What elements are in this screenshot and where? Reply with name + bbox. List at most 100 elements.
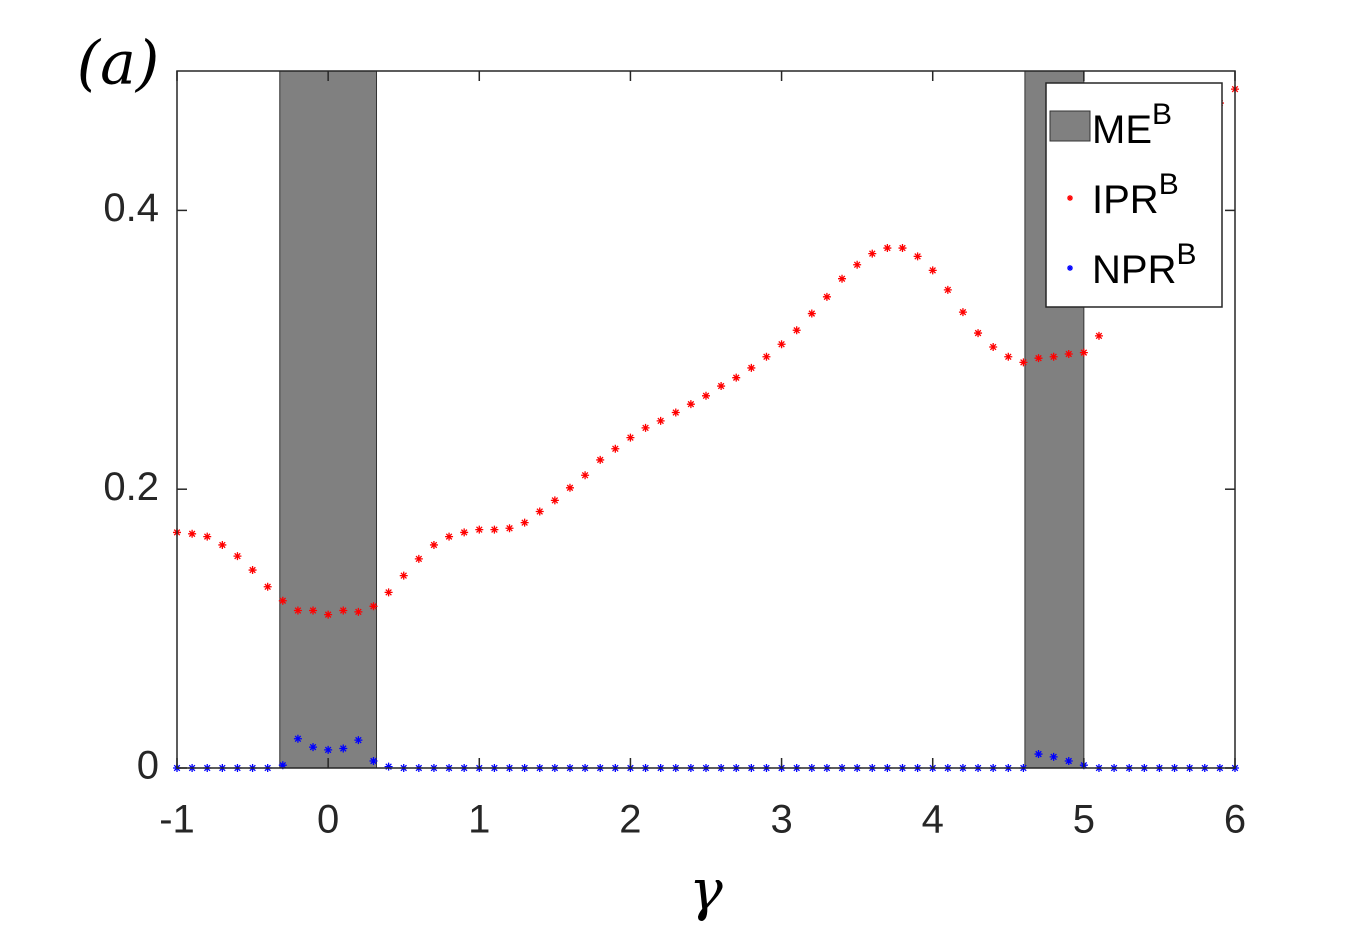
- data-point: [943, 285, 952, 294]
- y-tick-label: 0.2: [103, 465, 159, 509]
- data-point: [656, 416, 665, 425]
- data-point: [339, 744, 348, 753]
- data-point: [807, 309, 816, 318]
- data-point: [203, 532, 212, 541]
- axes-box: [176, 70, 1236, 769]
- data-point: [293, 734, 302, 743]
- data-point: [309, 743, 318, 752]
- data-point: [626, 433, 635, 442]
- legend-marker: [1067, 265, 1073, 271]
- data-point: [671, 408, 680, 417]
- data-point: [1019, 358, 1028, 367]
- data-point: [641, 423, 650, 432]
- legend-name: IPR: [1092, 178, 1159, 222]
- data-point: [248, 566, 257, 575]
- data-point: [883, 244, 892, 253]
- data-point: [898, 244, 907, 253]
- legend-label: MEB: [1092, 98, 1172, 152]
- x-axis-label: γ: [689, 859, 723, 924]
- data-point: [354, 607, 363, 616]
- data-point: [399, 571, 408, 580]
- x-tick-label: 6: [1224, 798, 1246, 842]
- data-point: [732, 373, 741, 382]
- data-point: [309, 606, 318, 615]
- data-point: [928, 266, 937, 275]
- data-point: [1064, 757, 1073, 766]
- legend-name: ME: [1092, 108, 1152, 152]
- data-point: [233, 552, 242, 561]
- x-tick-label: 4: [922, 798, 944, 842]
- data-point: [475, 525, 484, 534]
- panel-label: (a): [77, 29, 160, 99]
- data-point: [1064, 349, 1073, 358]
- shaded-region: [279, 70, 378, 769]
- legend-marker: [1067, 195, 1073, 201]
- data-point: [717, 382, 726, 391]
- data-point: [1034, 750, 1043, 759]
- legend-superscript: B: [1176, 238, 1196, 271]
- data-point: [429, 540, 438, 549]
- data-point: [490, 525, 499, 534]
- data-point: [369, 757, 378, 766]
- data-point: [520, 518, 529, 527]
- data-point: [565, 483, 574, 492]
- data-point: [384, 588, 393, 597]
- data-point: [414, 554, 423, 563]
- x-tick-label: 1: [468, 798, 490, 842]
- data-point: [278, 761, 287, 770]
- data-point: [762, 352, 771, 361]
- data-point: [1094, 331, 1103, 340]
- data-point: [263, 582, 272, 591]
- data-point: [777, 340, 786, 349]
- data-point: [1034, 354, 1043, 363]
- data-point: [218, 540, 227, 549]
- data-point: [913, 252, 922, 261]
- x-tick-label: -1: [159, 798, 195, 842]
- data-point: [278, 596, 287, 605]
- data-point: [1049, 752, 1058, 761]
- y-tick-label: 0.4: [103, 186, 159, 230]
- data-point: [324, 610, 333, 619]
- data-point: [550, 496, 559, 505]
- data-point: [838, 274, 847, 283]
- data-point: [384, 762, 393, 771]
- legend-label: IPRB: [1092, 168, 1179, 222]
- data-point: [747, 363, 756, 372]
- legend-swatch: [1049, 110, 1091, 142]
- data-point: [958, 308, 967, 317]
- data-point: [868, 249, 877, 258]
- legend-superscript: B: [1152, 98, 1172, 131]
- data-point: [354, 736, 363, 745]
- data-point: [974, 329, 983, 338]
- x-tick-label: 2: [619, 798, 641, 842]
- y-tick-label: 0: [137, 744, 159, 788]
- legend-name: NPR: [1092, 248, 1176, 292]
- data-point: [596, 455, 605, 464]
- data-point: [293, 606, 302, 615]
- data-point: [188, 529, 197, 538]
- data-point: [581, 471, 590, 480]
- data-point: [339, 606, 348, 615]
- data-point: [686, 400, 695, 409]
- x-tick-label: 3: [770, 798, 792, 842]
- data-point: [1049, 352, 1058, 361]
- data-point: [611, 444, 620, 453]
- data-point: [989, 343, 998, 352]
- data-point: [369, 602, 378, 611]
- data-point: [1004, 352, 1013, 361]
- legend-label: NPRB: [1092, 238, 1196, 292]
- data-point: [445, 532, 454, 541]
- legend-superscript: B: [1159, 168, 1179, 201]
- data-point: [535, 507, 544, 516]
- data-point: [324, 745, 333, 754]
- data-point: [792, 326, 801, 335]
- x-tick-label: 0: [317, 798, 339, 842]
- data-point: [505, 524, 514, 533]
- x-tick-label: 5: [1073, 798, 1095, 842]
- data-point: [853, 260, 862, 269]
- data-point: [1079, 348, 1088, 357]
- data-point: [460, 528, 469, 537]
- data-point: [702, 391, 710, 400]
